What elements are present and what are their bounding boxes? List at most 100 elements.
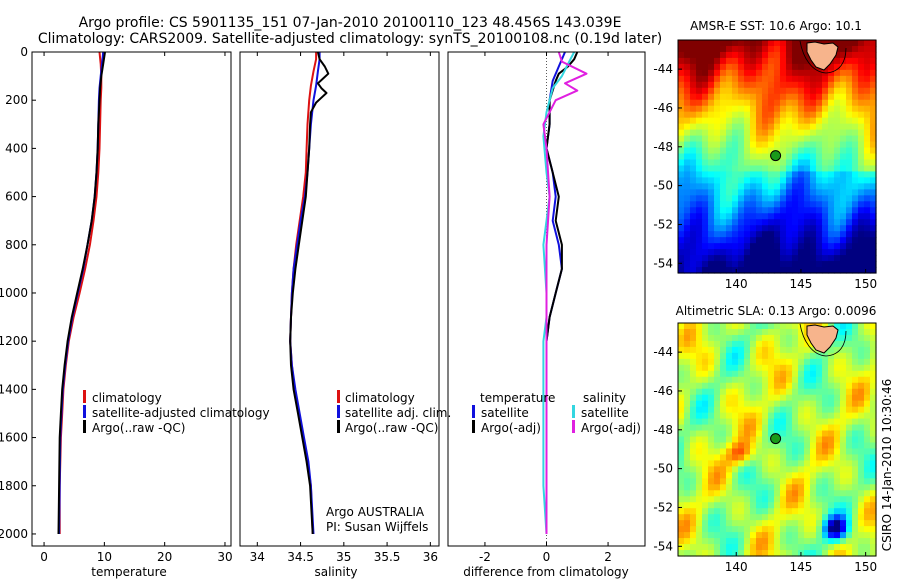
heatmap-cell bbox=[714, 261, 721, 268]
heatmap-cell bbox=[690, 460, 697, 467]
heatmap-cell bbox=[750, 334, 757, 342]
heatmap-cell bbox=[792, 40, 799, 47]
heatmap-cell bbox=[846, 364, 853, 372]
heatmap-cell bbox=[834, 243, 841, 250]
heatmap-cell bbox=[732, 45, 739, 53]
heatmap-cell bbox=[732, 394, 739, 402]
legend-swatch-climatology bbox=[337, 390, 340, 403]
heatmap-cell bbox=[858, 346, 865, 354]
heatmap-cell bbox=[744, 418, 751, 426]
heatmap-cell bbox=[690, 496, 697, 503]
y-tick-label: -48 bbox=[653, 423, 673, 437]
heatmap-cell bbox=[822, 177, 829, 184]
heatmap-cell bbox=[792, 424, 799, 432]
heatmap-cell bbox=[852, 496, 859, 503]
heatmap-cell bbox=[810, 261, 817, 268]
heatmap-cell bbox=[786, 550, 793, 557]
heatmap-cell bbox=[744, 159, 751, 167]
heatmap-cell bbox=[744, 45, 751, 53]
heatmap-cell bbox=[696, 237, 703, 244]
heatmap-cell bbox=[828, 394, 835, 402]
heatmap-cell bbox=[774, 129, 781, 137]
heatmap-cell bbox=[792, 57, 799, 65]
heatmap-cell bbox=[864, 484, 871, 491]
heatmap-cell bbox=[750, 189, 757, 196]
heatmap-cell bbox=[798, 454, 805, 462]
heatmap-cell bbox=[858, 544, 865, 551]
heatmap-cell bbox=[684, 502, 691, 509]
heatmap-cell bbox=[762, 75, 769, 83]
sla-x-ticks: 140 145 150 bbox=[725, 552, 877, 574]
heatmap-cell bbox=[684, 520, 691, 527]
heatmap-cell bbox=[864, 243, 871, 250]
heatmap-cell bbox=[750, 382, 757, 390]
heatmap-cell bbox=[708, 225, 715, 232]
heatmap-cell bbox=[858, 388, 865, 396]
heatmap-cell bbox=[780, 195, 787, 202]
x-tick-label: 140 bbox=[725, 277, 748, 291]
heatmap-cell bbox=[834, 213, 841, 220]
heatmap-cell bbox=[720, 502, 727, 509]
heatmap-cell bbox=[828, 75, 835, 83]
heatmap-cell bbox=[858, 460, 865, 467]
heatmap-cell bbox=[870, 141, 877, 149]
heatmap-cell bbox=[756, 87, 763, 95]
heatmap-cell bbox=[792, 472, 799, 479]
heatmap-cell bbox=[870, 538, 877, 545]
heatmap-cell bbox=[852, 376, 859, 384]
heatmap-cell bbox=[762, 520, 769, 527]
heatmap-cell bbox=[750, 141, 757, 149]
heatmap-cell bbox=[756, 484, 763, 491]
heatmap-cell bbox=[870, 532, 877, 539]
heatmap-cell bbox=[744, 370, 751, 378]
x-tick-label: 34.5 bbox=[287, 550, 314, 564]
heatmap-cell bbox=[822, 129, 829, 137]
heatmap-cell bbox=[846, 105, 853, 113]
heatmap-cell bbox=[828, 436, 835, 444]
heatmap-cell bbox=[744, 99, 751, 107]
heatmap-cell bbox=[864, 129, 871, 137]
heatmap-cell bbox=[816, 532, 823, 539]
heatmap-cell bbox=[684, 334, 691, 342]
heatmap-cell bbox=[780, 231, 787, 238]
heatmap-cell bbox=[720, 105, 727, 113]
heatmap-cell bbox=[744, 165, 751, 173]
heatmap-cell bbox=[714, 352, 721, 360]
heatmap-cell bbox=[816, 153, 823, 161]
heatmap-cell bbox=[798, 123, 805, 131]
heatmap-cell bbox=[792, 81, 799, 89]
heatmap-cell bbox=[708, 135, 715, 143]
heatmap-cell bbox=[822, 219, 829, 226]
y-tick-label: -44 bbox=[653, 345, 673, 359]
heatmap-cell bbox=[738, 490, 745, 497]
heatmap-cell bbox=[792, 442, 799, 450]
heatmap-cell bbox=[756, 466, 763, 473]
heatmap-cell bbox=[768, 249, 775, 256]
heatmap-cell bbox=[708, 328, 715, 336]
heatmap-cell bbox=[738, 249, 745, 256]
heatmap-cell bbox=[708, 424, 715, 432]
heatmap-cell bbox=[810, 267, 817, 274]
heatmap-cell bbox=[702, 153, 709, 161]
heatmap-cell bbox=[798, 496, 805, 503]
heatmap-cell bbox=[774, 328, 781, 336]
heatmap-cell bbox=[702, 111, 709, 119]
heatmap-cell bbox=[720, 219, 727, 226]
heatmap-cell bbox=[840, 75, 847, 83]
heatmap-cell bbox=[804, 207, 811, 214]
heatmap-cell bbox=[792, 460, 799, 467]
heatmap-cell bbox=[828, 442, 835, 450]
heatmap-cell bbox=[756, 105, 763, 113]
heatmap-cell bbox=[678, 231, 685, 238]
heatmap-cell bbox=[684, 514, 691, 521]
heatmap-cell bbox=[840, 63, 847, 71]
heatmap-cell bbox=[798, 177, 805, 184]
heatmap-cell bbox=[798, 532, 805, 539]
heatmap-cell bbox=[678, 255, 685, 262]
heatmap-cell bbox=[708, 442, 715, 450]
heatmap-cell bbox=[762, 472, 769, 479]
heatmap-cell bbox=[696, 243, 703, 250]
heatmap-cell bbox=[858, 135, 865, 143]
heatmap-cell bbox=[720, 81, 727, 89]
heatmap-cell bbox=[864, 394, 871, 402]
